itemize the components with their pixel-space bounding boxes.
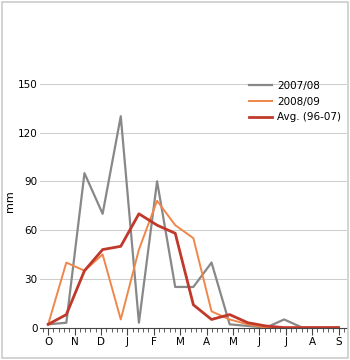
2007/08 [209,260,214,265]
Text: Figure 7.: Figure 7. [12,15,75,28]
2008/09 [155,199,159,203]
Avg. (96-07) [318,325,323,330]
Avg. (96-07) [155,223,159,227]
2008/09 [264,325,268,330]
2008/09 [228,317,232,321]
2008/09 [300,325,304,330]
2007/08 [82,171,86,175]
2007/08 [64,320,68,325]
Avg. (96-07) [246,320,250,325]
Avg. (96-07) [137,212,141,216]
2007/08 [100,212,105,216]
2007/08 [119,114,123,118]
Y-axis label: mm: mm [5,191,15,212]
Legend: 2007/08, 2008/09, Avg. (96-07): 2007/08, 2008/09, Avg. (96-07) [249,81,341,122]
Avg. (96-07) [100,247,105,252]
2008/09 [246,322,250,327]
Text: Estimated rainfall pattern in: Estimated rainfall pattern in [66,15,246,28]
2007/08 [336,325,341,330]
2008/09 [318,325,323,330]
2008/09 [119,317,123,321]
2008/09 [191,236,195,240]
Avg. (96-07) [191,303,195,307]
2008/09 [137,247,141,252]
Text: Mashonaland Central province, Zimbabwe: Mashonaland Central province, Zimbabwe [12,50,276,64]
Line: 2008/09: 2008/09 [48,201,338,328]
Avg. (96-07) [209,317,214,321]
2007/08 [137,320,141,325]
2007/08 [46,322,50,327]
Avg. (96-07) [336,325,341,330]
2007/08 [282,317,286,321]
Avg. (96-07) [82,269,86,273]
Line: 2007/08: 2007/08 [48,116,338,328]
2008/09 [100,252,105,257]
Avg. (96-07) [173,231,177,235]
2008/09 [336,325,341,330]
2007/08 [318,325,323,330]
2007/08 [264,325,268,330]
Avg. (96-07) [64,312,68,317]
2008/09 [282,325,286,330]
2007/08 [246,324,250,328]
Line: Avg. (96-07): Avg. (96-07) [48,214,338,328]
2007/08 [300,325,304,330]
Avg. (96-07) [228,312,232,317]
2008/09 [46,322,50,327]
Avg. (96-07) [264,324,268,328]
Avg. (96-07) [46,322,50,327]
Avg. (96-07) [282,325,286,330]
2008/09 [64,260,68,265]
2007/08 [155,179,159,184]
2007/08 [191,285,195,289]
2007/08 [228,322,232,327]
Avg. (96-07) [119,244,123,248]
2007/08 [173,285,177,289]
2008/09 [82,269,86,273]
2008/09 [173,223,177,227]
2008/09 [209,309,214,314]
Avg. (96-07) [300,325,304,330]
